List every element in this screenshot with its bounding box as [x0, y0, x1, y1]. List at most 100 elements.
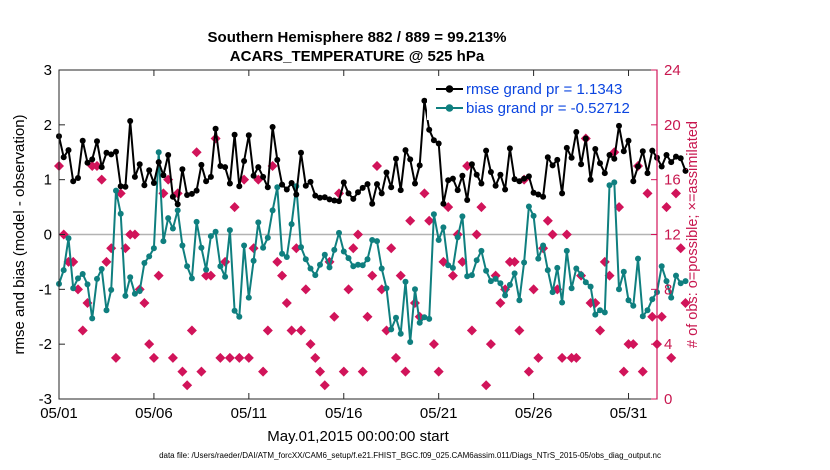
rmse-point	[525, 173, 532, 180]
rmse-point	[141, 182, 148, 189]
obs-possible-marker	[658, 313, 665, 320]
bias-point	[127, 274, 134, 281]
bias-point	[269, 207, 276, 214]
rmse-point	[127, 118, 134, 124]
rmse-point	[60, 154, 67, 161]
x-tick-label: 05/21	[420, 405, 458, 422]
obs-possible-marker	[283, 299, 290, 307]
rmse-point	[644, 170, 651, 177]
rmse-point	[416, 162, 423, 169]
bias-point	[236, 313, 243, 320]
bias-point	[317, 261, 323, 268]
obs-possible-marker	[407, 217, 414, 224]
obs-possible-marker	[435, 368, 442, 375]
obs-possible-marker	[231, 203, 238, 211]
bias-point	[188, 275, 195, 282]
rmse-point	[592, 146, 599, 152]
rmse-point	[468, 161, 475, 168]
bias-point	[649, 296, 656, 303]
rmse-point	[544, 154, 551, 161]
bias-point	[65, 235, 72, 242]
rmse-point	[639, 148, 646, 155]
x-tick-label: 05/26	[515, 405, 553, 422]
rmse-point	[369, 200, 376, 207]
rmse-point	[397, 187, 404, 194]
obs-possible-marker	[184, 382, 191, 389]
bias-point	[430, 211, 437, 218]
bias-point	[535, 255, 542, 262]
obs-possible-marker	[226, 354, 233, 361]
bias-point	[345, 255, 352, 262]
rmse-point	[307, 178, 314, 185]
rmse-point	[165, 152, 172, 158]
x-tick-label: 05/11	[231, 405, 267, 422]
rmse-point	[549, 162, 556, 169]
obs-possible-marker	[677, 245, 684, 252]
obs-possible-marker	[188, 327, 195, 334]
obs-possible-marker	[131, 231, 139, 238]
obs-possible-marker	[103, 258, 110, 266]
bias-point	[478, 247, 485, 254]
rmse-point	[207, 173, 214, 180]
bias-point	[601, 309, 608, 316]
obs-possible-marker	[663, 203, 670, 211]
y-tick-label: 0	[44, 227, 52, 244]
rmse-point	[293, 191, 300, 198]
rmse-point	[188, 190, 195, 197]
rmse-point	[160, 172, 167, 179]
bias-point	[383, 285, 390, 292]
obs-possible-marker	[649, 313, 656, 320]
obs-possible-marker	[388, 245, 395, 252]
obs-possible-marker	[340, 368, 347, 375]
bias-point	[331, 246, 338, 253]
bias-point	[502, 292, 509, 299]
rmse-point	[473, 171, 480, 178]
obs-possible-marker	[316, 368, 324, 375]
obs-possible-marker	[478, 203, 485, 211]
bias-point	[568, 285, 575, 292]
obs-possible-marker	[350, 245, 357, 252]
rmse-point	[146, 167, 153, 174]
rmse-point	[630, 178, 637, 185]
rmse-point	[103, 149, 110, 156]
rmse-point	[113, 148, 119, 155]
bias-point	[668, 294, 675, 301]
obs-possible-marker	[473, 231, 480, 238]
rmse-point	[587, 176, 594, 183]
y-tick-label: -1	[39, 281, 52, 298]
bias-point	[336, 229, 342, 236]
rmse-point	[658, 163, 665, 170]
bias-point	[217, 263, 224, 270]
obs-possible-marker	[668, 354, 675, 361]
bias-point	[179, 242, 186, 249]
bias-point	[663, 278, 670, 285]
obs-possible-marker	[155, 272, 162, 279]
obs-possible-marker	[620, 368, 627, 375]
bias-point	[79, 271, 86, 277]
bias-point	[449, 264, 456, 271]
rmse-point	[274, 156, 281, 163]
bias-point	[198, 244, 205, 251]
bias-point	[473, 257, 480, 264]
rmse-point	[421, 97, 428, 104]
bias-series	[56, 149, 689, 345]
obs-possible-marker	[682, 299, 689, 307]
rmse-point	[601, 170, 608, 177]
bias-point	[155, 149, 162, 156]
bias-point	[98, 266, 105, 272]
bias-point	[302, 256, 309, 263]
rmse-point	[255, 164, 262, 171]
bias-point	[279, 250, 286, 257]
rmse-point	[454, 187, 461, 194]
bias-point	[369, 237, 376, 243]
bias-point	[70, 285, 77, 292]
bias-point	[203, 266, 210, 273]
bias-point	[454, 234, 461, 241]
obs-possible-marker	[288, 327, 295, 334]
obs-possible-marker	[250, 245, 257, 252]
rmse-point	[222, 164, 229, 171]
obs-possible-marker	[264, 327, 271, 334]
rmse-point	[326, 196, 333, 203]
bias-point	[468, 272, 475, 279]
obs-possible-marker	[98, 176, 105, 183]
